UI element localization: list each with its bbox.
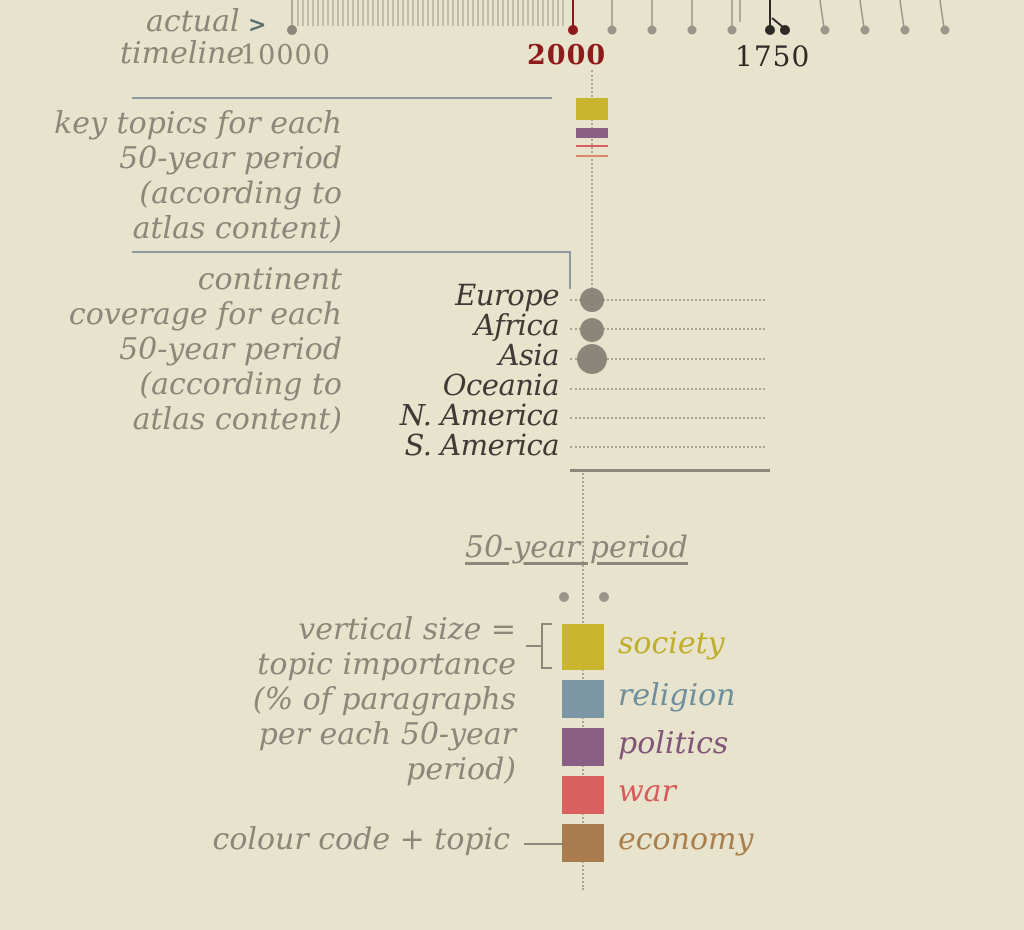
continent-label: continent coverage for each 50-year peri… [68, 262, 342, 437]
key-topics-label: key topics for each 50-year period (acco… [54, 106, 342, 246]
continent-n-america: N. America [399, 398, 560, 432]
legend-swatch-society [562, 624, 604, 670]
continent-divider-drop [569, 251, 571, 289]
topic-block-economy [576, 155, 608, 157]
row-line-n-america [570, 417, 765, 419]
size-note: vertical size = topic importance (% of p… [252, 612, 516, 787]
topic-block-war [576, 145, 608, 147]
legend-swatch-politics [562, 728, 604, 766]
start-year: 10000 [240, 40, 331, 71]
legend-swatch-economy [562, 824, 604, 862]
row-line-s-america [570, 446, 765, 448]
row-line-europe [570, 299, 765, 301]
continent-baseline [570, 469, 770, 472]
timeline-ticks [287, 0, 950, 35]
arrow-icon: > [248, 12, 267, 38]
continent-asia: Asia [498, 338, 560, 372]
colour-code-pointer [524, 843, 562, 845]
legend-label-society: society [618, 626, 725, 661]
continent-divider [132, 251, 570, 253]
upper-guide-line [591, 70, 593, 305]
row-line-asia [570, 358, 765, 360]
coverage-dot-africa [580, 318, 604, 342]
timeline-label: timeline [120, 36, 245, 71]
period-dot-right [599, 592, 609, 602]
continent-africa: Africa [474, 308, 559, 342]
size-bracket [526, 623, 552, 669]
highlight-year: 2000 [527, 40, 607, 71]
legend-label-war: war [618, 774, 676, 809]
period-label: 50-year period [465, 530, 688, 565]
legend-label-religion: religion [618, 678, 736, 713]
row-line-africa [570, 328, 765, 330]
continent-s-america: S. America [404, 428, 559, 462]
actual-label: actual [146, 4, 240, 39]
legend-swatch-war [562, 776, 604, 814]
row-line-oceania [570, 388, 765, 390]
colour-code-note: colour code + topic [212, 822, 510, 857]
legend-label-politics: politics [618, 726, 729, 761]
continent-oceania: Oceania [442, 368, 560, 402]
key-topics-divider [132, 97, 552, 99]
legend-swatch-religion [562, 680, 604, 718]
coverage-dot-asia [577, 344, 607, 374]
continent-europe: Europe [455, 278, 559, 312]
topic-block-politics [576, 128, 608, 138]
coverage-dot-europe [580, 288, 604, 312]
mark-year: 1750 [735, 40, 811, 73]
legend-label-economy: economy [618, 822, 754, 857]
period-dot-left [559, 592, 569, 602]
topic-block-society [576, 98, 608, 120]
